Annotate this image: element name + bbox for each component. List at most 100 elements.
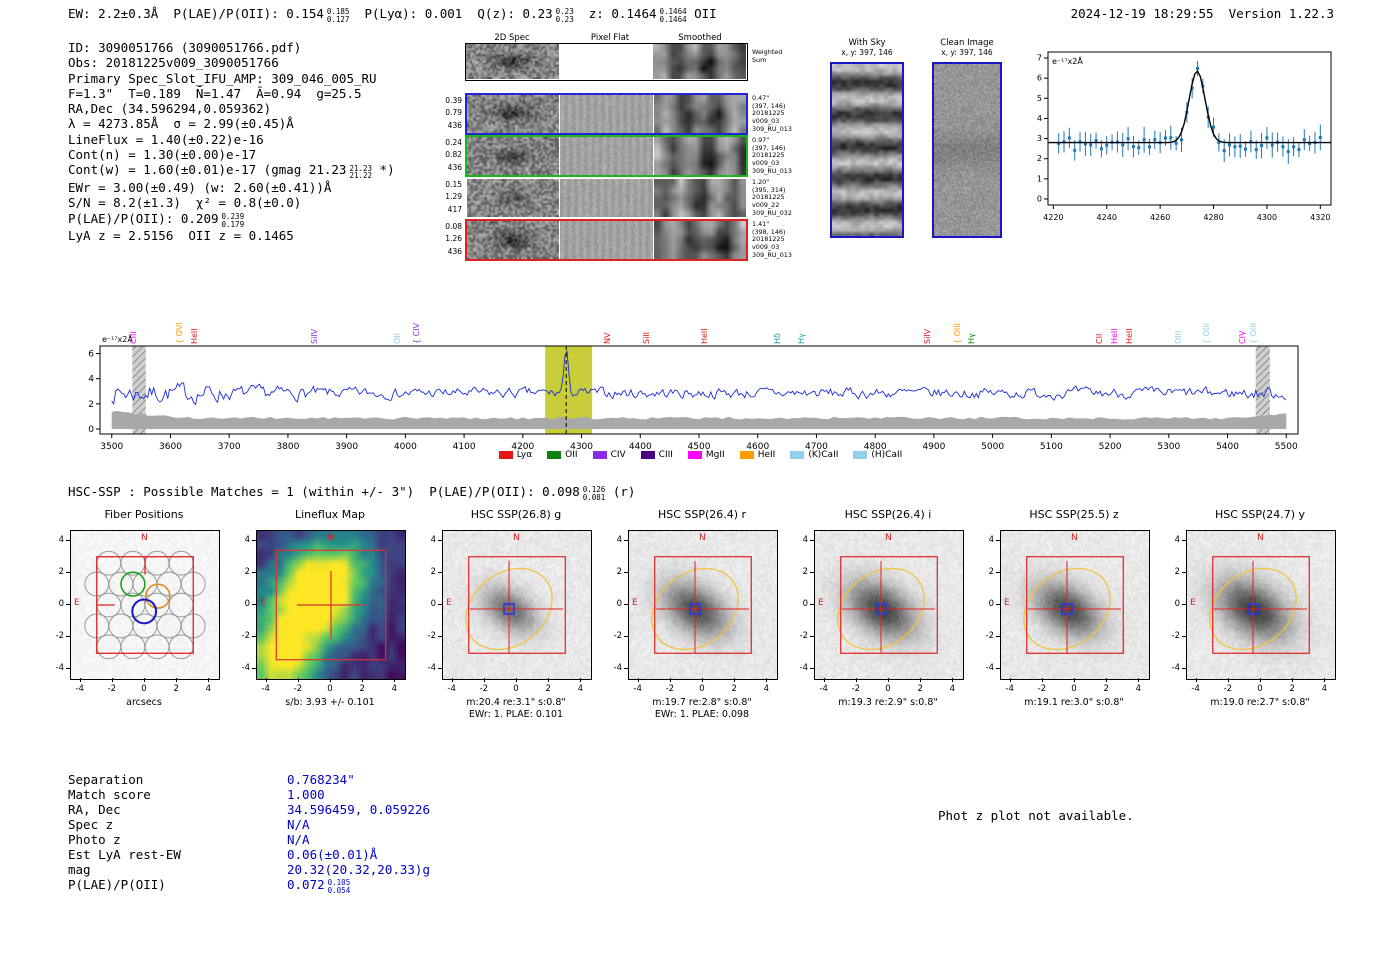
svg-text:4: 4 bbox=[1037, 114, 1042, 123]
fiber-circle bbox=[144, 550, 170, 576]
weight-value: 1.26 bbox=[445, 234, 462, 244]
info-line: Obs: 20181225v009_3090051766 bbox=[68, 55, 279, 71]
cutout-caption2: EWr: 1. PLAE: 0.101 bbox=[468, 709, 564, 720]
x-tick-label: -2 bbox=[479, 684, 489, 694]
aperture-ellipse bbox=[1023, 567, 1111, 651]
weighted-sum-label: Weighted Sum bbox=[752, 48, 783, 64]
x-tick-label: -2 bbox=[665, 684, 675, 694]
x-tick-label: 2 bbox=[545, 684, 551, 694]
stacked-uncertainty: 21.23 21.22 bbox=[349, 163, 373, 181]
svg-text:4700: 4700 bbox=[805, 442, 828, 452]
legend-label: (K)CaII bbox=[808, 450, 839, 460]
info-line: LyA z = 2.5156 OII z = 0.1465 bbox=[68, 228, 294, 244]
svg-text:5200: 5200 bbox=[1099, 442, 1122, 452]
x-tick-mark bbox=[580, 678, 582, 682]
info-line: LineFlux = 1.40(±0.22)e-16 bbox=[68, 131, 264, 147]
match-row-label: Match score bbox=[68, 787, 151, 802]
legend-item: (K)CaII bbox=[790, 450, 838, 460]
row-info-line: 309_RU_013 bbox=[752, 166, 792, 175]
cutout-overlay bbox=[465, 556, 566, 654]
y-tick-mark bbox=[438, 668, 442, 670]
y-tick-mark bbox=[996, 604, 1000, 605]
legend-swatch bbox=[739, 451, 754, 459]
row-info-line: 1.41" bbox=[752, 220, 770, 228]
match-row-label: Spec z bbox=[68, 817, 114, 832]
extraction-box bbox=[840, 556, 938, 654]
x-tick-label: 0 bbox=[699, 684, 705, 694]
hsc-match-header: HSC-SSP : Possible Matches = 1 (within +… bbox=[68, 484, 635, 502]
detection-position-box bbox=[503, 603, 515, 615]
cutout-caption: arcsecs bbox=[126, 697, 162, 708]
x-tick-label: -4 bbox=[261, 684, 270, 694]
north-label: N bbox=[1257, 533, 1264, 543]
x-tick-mark bbox=[483, 678, 485, 682]
legend-swatch bbox=[547, 451, 562, 459]
svg-text:5: 5 bbox=[1037, 94, 1042, 103]
svg-text:7: 7 bbox=[1037, 54, 1042, 63]
spec2d-row bbox=[465, 135, 748, 177]
y-tick-label: -2 bbox=[427, 631, 436, 642]
y-tick-mark bbox=[624, 636, 628, 638]
x-tick-label: 4 bbox=[1321, 684, 1328, 694]
y-tick-label: -4 bbox=[241, 663, 250, 674]
y-tick-label: -4 bbox=[613, 663, 622, 674]
cutout-title: HSC SSP(24.7) y bbox=[1214, 508, 1306, 521]
y-tick-label: 4 bbox=[616, 534, 622, 545]
east-label: E bbox=[1190, 598, 1196, 608]
legend-swatch bbox=[790, 451, 805, 459]
x-tick-mark bbox=[394, 678, 396, 682]
info-line: EWr = 3.00(±0.49) (w: 2.60(±0.41))Å bbox=[68, 179, 332, 195]
fiber-circle bbox=[108, 613, 134, 639]
y-tick-mark bbox=[66, 636, 70, 638]
timestamp: 2024-12-19 18:29:55 bbox=[1070, 6, 1214, 21]
y-tick-mark bbox=[1182, 636, 1186, 638]
svg-text:4220: 4220 bbox=[1043, 213, 1063, 222]
timestamp-version: 2024-12-19 18:29:55 Version 1.22.3 bbox=[1071, 6, 1334, 21]
svg-text:4400: 4400 bbox=[629, 442, 652, 452]
x-tick-label: -4 bbox=[75, 684, 84, 694]
y-tick-mark bbox=[810, 604, 814, 605]
svg-text:5500: 5500 bbox=[1275, 442, 1298, 452]
svg-text:3500: 3500 bbox=[100, 442, 123, 452]
y-tick-label: -4 bbox=[55, 663, 64, 674]
stacked-uncertainty: 0.185 0.127 bbox=[326, 7, 350, 24]
x-tick-mark bbox=[1292, 678, 1294, 682]
y-tick-label: 2 bbox=[430, 566, 436, 577]
y-tick-label: 4 bbox=[802, 534, 808, 545]
legend-label: HeII bbox=[757, 450, 776, 460]
legend-swatch bbox=[853, 451, 868, 459]
info-line: λ = 4273.85Å σ = 2.99(±0.45)Å bbox=[68, 116, 294, 132]
match-row-value: 20.32(20.32,20.33)g bbox=[287, 862, 430, 877]
clean-image bbox=[934, 64, 1000, 236]
x-tick-label: 0 bbox=[885, 684, 891, 694]
text-run: P(Lyα): 0.001 Q(z): 0.23 bbox=[349, 6, 553, 21]
detection-info-block: ID: 3090051766 (3090051766.pdf) Obs: 2018… bbox=[68, 40, 395, 243]
weight-value: 1.29 bbox=[445, 192, 462, 202]
text-run: P(LAE)/P(OII): 0.209 bbox=[68, 210, 219, 226]
weighted-sum-label-line: Weighted bbox=[752, 48, 783, 56]
y-tick-mark bbox=[624, 571, 628, 573]
y-tick-label: 4 bbox=[1174, 534, 1180, 545]
match-row-label: P(LAE)/P(OII) bbox=[68, 877, 166, 892]
withsky-image-box bbox=[830, 62, 904, 238]
y-tick-mark bbox=[252, 604, 256, 605]
y-tick-mark bbox=[66, 539, 70, 541]
cutout-title: Lineflux Map bbox=[294, 508, 366, 521]
match-row-value: N/A bbox=[287, 832, 310, 847]
clean-coords: x, y: 397, 146 bbox=[941, 48, 993, 57]
match-row: Separation 0.768234" bbox=[68, 772, 355, 787]
x-tick-mark bbox=[1041, 678, 1043, 682]
y-tick-mark bbox=[438, 539, 442, 541]
cutout-title: HSC SSP(26.8) g bbox=[470, 508, 562, 521]
match-row: Photo z N/A bbox=[68, 832, 310, 847]
weight-value: 417 bbox=[447, 204, 462, 214]
y-tick-label: 4 bbox=[988, 534, 994, 545]
row-info-line: (398, 146) bbox=[752, 227, 786, 236]
legend-item: Lyα bbox=[498, 450, 532, 460]
east-label: E bbox=[1004, 598, 1010, 608]
weight-value: 436 bbox=[447, 246, 462, 256]
y-tick-mark bbox=[810, 539, 814, 541]
legend-item: CIV bbox=[592, 450, 626, 460]
match-row-label: Est LyA rest-EW bbox=[68, 847, 181, 862]
